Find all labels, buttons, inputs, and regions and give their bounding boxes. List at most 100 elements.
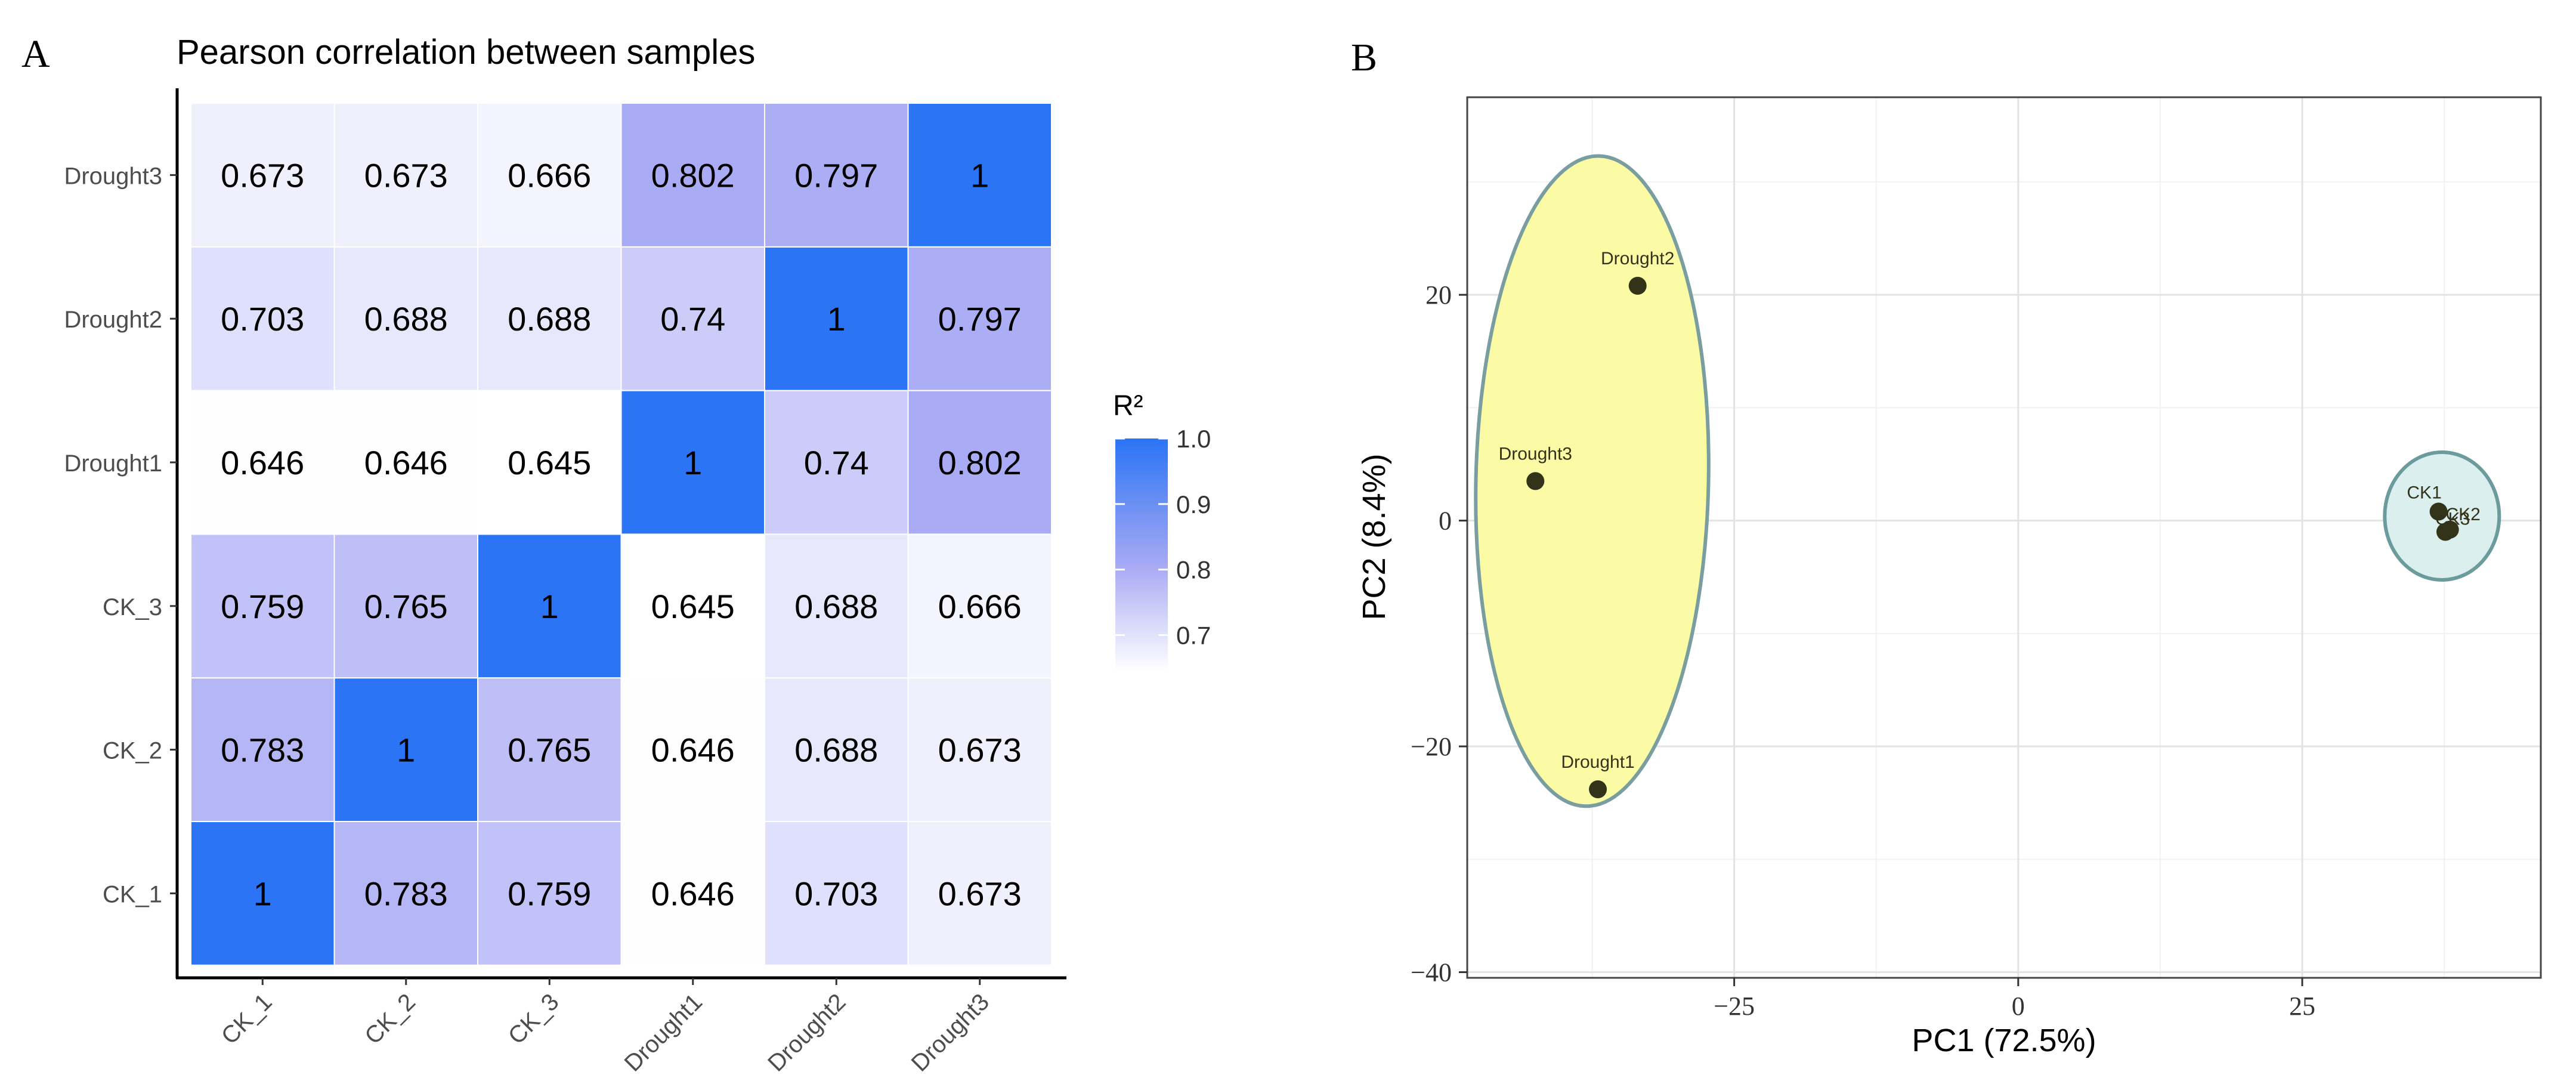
pca-point-label: Drought1 <box>1561 752 1634 772</box>
heatmap-cell <box>190 677 335 822</box>
panel-b-label: B <box>1351 36 1377 79</box>
heatmap-cell <box>907 246 1052 391</box>
heatmap-cell-value: 0.688 <box>508 300 591 338</box>
heatmap-y-tick-label: Drought2 <box>64 307 162 333</box>
heatmap-cell <box>190 103 335 248</box>
heatmap-x-tick-label: CK_3 <box>503 989 564 1049</box>
heatmap-cell-value: 1 <box>253 875 272 912</box>
pca-point-label: Drought3 <box>1499 444 1572 464</box>
heatmap-cell <box>190 821 335 966</box>
heatmap-cell-value: 0.703 <box>221 300 304 338</box>
heatmap-cells <box>190 103 1052 966</box>
pca-y-tick-label: −40 <box>1411 958 1452 987</box>
pca-point <box>2436 523 2454 541</box>
heatmap-cell-value: 0.666 <box>508 156 591 194</box>
colorbar-tick-label: 0.9 <box>1176 490 1211 518</box>
heatmap-cell-value: 0.783 <box>221 731 304 769</box>
pca-point <box>1628 277 1647 295</box>
pca-y-tick-label: −20 <box>1411 732 1452 761</box>
heatmap-y-tick-label: Drought3 <box>64 163 162 189</box>
heatmap-cell-value: 0.759 <box>508 875 591 912</box>
heatmap-cell-value: 0.645 <box>651 588 735 625</box>
heatmap-panel: A Pearson correlation between samples 1 0… <box>21 32 1211 1077</box>
heatmap-cell-value: 0.673 <box>938 875 1022 912</box>
colorbar-tick-label: 1.0 <box>1176 425 1211 453</box>
pca-point <box>1526 472 1545 490</box>
heatmap-cell-value: 0.802 <box>938 444 1022 481</box>
heatmap-cell-value: 0.765 <box>508 731 591 769</box>
pca-point <box>2429 502 2448 521</box>
heatmap-cell <box>907 390 1052 535</box>
heatmap-cell-value: 0.666 <box>938 588 1022 625</box>
heatmap-cell-value: 0.797 <box>938 300 1022 338</box>
heatmap-cell-value: 0.646 <box>651 731 735 769</box>
drought-group-ellipse <box>1474 154 1711 808</box>
heatmap-x-tick-label: Drought3 <box>907 989 994 1076</box>
pca-group-ellipses <box>1474 154 2501 808</box>
colorbar-ticks: 1.0 0.9 0.8 0.7 <box>1115 425 1211 650</box>
heatmap-cell-value: 0.765 <box>364 588 448 625</box>
pca-points <box>1526 277 2459 798</box>
heatmap-cell-value: 0.74 <box>804 444 869 481</box>
heatmap-y-tick-label: CK_2 <box>103 738 162 764</box>
heatmap-y-tick-label: CK_1 <box>103 881 162 907</box>
heatmap-cell <box>764 103 909 248</box>
pca-y-axis-ticks: 20 0 −20 −40 <box>1411 280 1467 987</box>
pca-point-label: Drought2 <box>1601 249 1674 268</box>
heatmap-cell-value: 0.673 <box>938 731 1022 769</box>
panel-a-label: A <box>21 32 50 76</box>
heatmap-cell-value: 0.74 <box>660 300 725 338</box>
heatmap-y-tick-label: CK_3 <box>103 594 162 620</box>
heatmap-x-tick-label: CK_2 <box>360 989 420 1049</box>
pca-point-label: CK3 <box>2435 509 2470 529</box>
pca-x-axis-ticks: −25 0 25 <box>1714 978 2315 1021</box>
heatmap-cell-value: 1 <box>827 300 846 338</box>
heatmap-cell-value: 1 <box>540 588 559 625</box>
heatmap-cell-value: 0.759 <box>221 588 304 625</box>
heatmap-cell-value: 0.646 <box>364 444 448 481</box>
heatmap-cell-value: 0.688 <box>794 731 878 769</box>
heatmap-cell-value: 0.688 <box>364 300 448 338</box>
heatmap-cell <box>620 821 765 966</box>
heatmap-cell <box>477 533 622 679</box>
pca-point-label: CK1 <box>2407 483 2441 502</box>
heatmap-cell <box>907 677 1052 822</box>
heatmap-cell <box>190 246 335 391</box>
colorbar-tick-label: 0.7 <box>1176 622 1211 650</box>
heatmap-cell <box>477 246 622 391</box>
heatmap-cell <box>620 677 765 822</box>
heatmap-cell-value: 1 <box>397 731 415 769</box>
heatmap-cell <box>477 677 622 822</box>
heatmap-cell-value: 0.673 <box>364 156 448 194</box>
pca-x-tick-label: 25 <box>2289 992 2315 1021</box>
pca-y-tick-label: 0 <box>1439 507 1452 536</box>
heatmap-x-tick-label: CK_1 <box>217 989 277 1049</box>
pca-x-tick-label: −25 <box>1714 992 1755 1021</box>
heatmap-y-tick-label: Drought1 <box>64 450 162 477</box>
heatmap-y-axis-labels: CK_1 CK_2 CK_3 Drought1 Drought2 Drought3 <box>64 163 162 907</box>
heatmap-cell-value: 0.703 <box>794 875 878 912</box>
heatmap-cell <box>620 533 765 679</box>
pca-point <box>1589 780 1607 798</box>
heatmap-x-tick-label: Drought2 <box>763 989 851 1076</box>
heatmap-cell <box>764 533 909 679</box>
pca-y-axis-title: PC2 (8.4%) <box>1356 453 1392 620</box>
heatmap-cell <box>907 103 1052 248</box>
heatmap-cell <box>907 821 1052 966</box>
heatmap-cell <box>190 533 335 679</box>
heatmap-cell-value: 0.645 <box>508 444 591 481</box>
pca-x-tick-label: 0 <box>2012 992 2025 1021</box>
heatmap-axis-ticks <box>170 174 981 985</box>
heatmap-x-axis-labels: CK_1 CK_2 CK_3 Drought1 Drought2 Drought3 <box>217 989 994 1076</box>
pca-y-tick-label: 20 <box>1425 280 1452 310</box>
heatmap-cell-value: 0.797 <box>794 156 878 194</box>
heatmap-cell <box>764 246 909 391</box>
heatmap-cell-value: 0.688 <box>794 588 878 625</box>
heatmap-x-tick-label: Drought1 <box>620 989 707 1076</box>
heatmap-cell-value: 0.783 <box>364 875 448 912</box>
heatmap-cell <box>764 390 909 535</box>
heatmap-cell <box>907 533 1052 679</box>
colorbar-bar <box>1115 438 1168 671</box>
